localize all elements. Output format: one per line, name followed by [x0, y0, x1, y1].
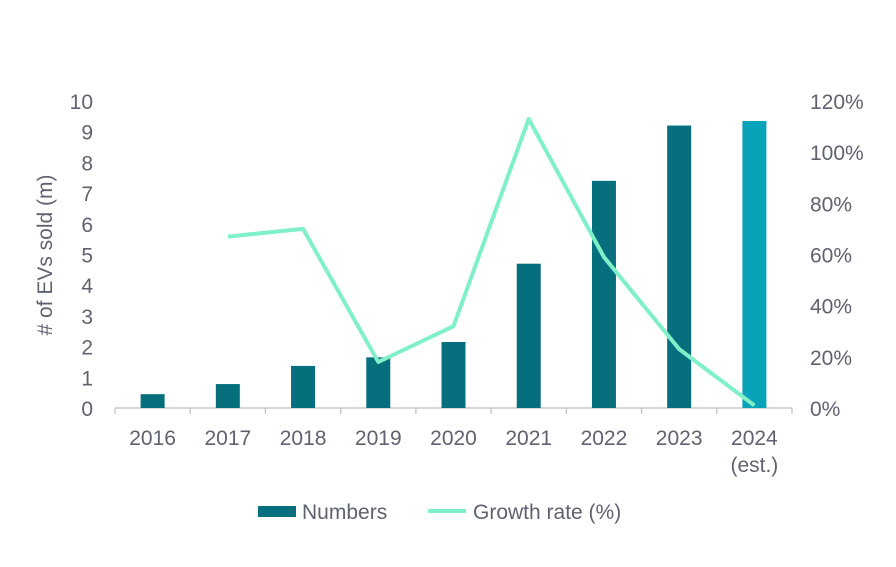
y-tick-label: 8: [81, 152, 93, 175]
x-tick-label: 2018: [280, 427, 327, 450]
y-tick-label: 9: [81, 122, 93, 145]
y-tick-label: 2: [81, 337, 93, 360]
y-tick-label: 10: [70, 91, 93, 114]
y-tick-label: 7: [81, 183, 93, 206]
bar-2020: [441, 341, 466, 408]
growth-rate-line: [227, 116, 756, 408]
y-axis-label: # of EVs sold (m): [34, 174, 57, 335]
y2-tick-label: 20%: [810, 347, 852, 370]
x-tick-label: 2020: [430, 427, 477, 450]
y2-tick-label: 40%: [810, 296, 852, 319]
legend-numbers-label: Numbers: [302, 501, 387, 524]
x-tick-label: 2019: [355, 427, 402, 450]
bar-2016: [140, 394, 165, 408]
bar-2022: [591, 180, 616, 408]
x-tick-label: 2017: [204, 427, 251, 450]
x-tick-sublabel: (est.): [730, 454, 778, 477]
bar-2021: [516, 263, 541, 408]
x-tick-label: 2022: [581, 427, 628, 450]
bar-2019: [366, 357, 391, 408]
legend-growth-label: Growth rate (%): [473, 501, 621, 524]
y2-tick-label: 80%: [810, 193, 852, 216]
y2-tick-label: 0%: [810, 398, 840, 421]
bar-2018: [291, 365, 316, 408]
x-tick-label: 2023: [656, 427, 703, 450]
y2-tick-label: 60%: [810, 245, 852, 268]
legend-numbers-swatch: [258, 506, 296, 517]
y-tick-label: 6: [81, 214, 93, 237]
y-tick-label: 3: [81, 306, 93, 329]
y-tick-label: 1: [81, 367, 93, 390]
y-tick-label: 4: [81, 275, 93, 298]
bar-2017: [215, 384, 240, 408]
x-tick-label: 2021: [505, 427, 552, 450]
y2-tick-label: 120%: [810, 91, 864, 114]
bar-2023: [667, 125, 692, 408]
y-tick-label: 5: [81, 245, 93, 268]
y-tick-label: 0: [81, 398, 93, 421]
x-tick-label: 2016: [129, 427, 176, 450]
bar-2024: [742, 120, 767, 408]
x-tick-label: 2024: [731, 427, 778, 450]
y2-tick-label: 100%: [810, 142, 864, 165]
